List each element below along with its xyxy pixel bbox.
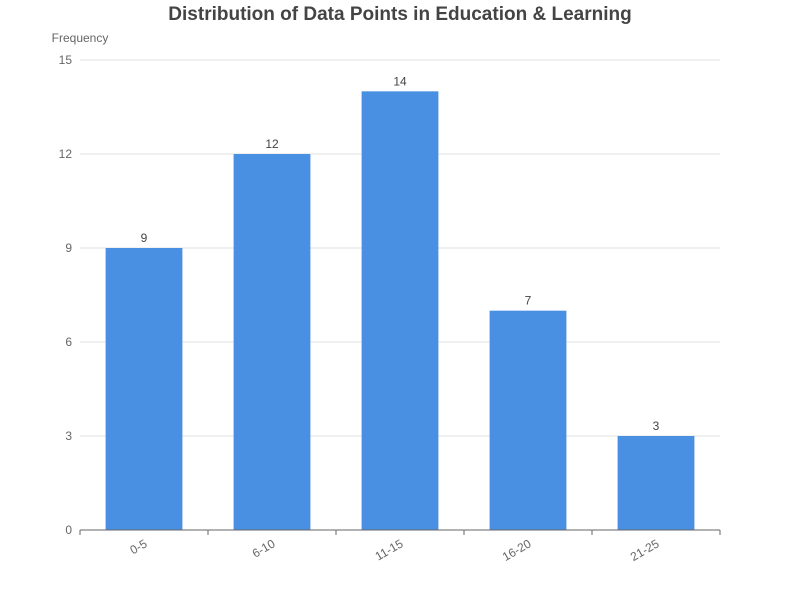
data-label: 14: [393, 74, 407, 88]
data-labels: 9 12 14 7 3: [141, 74, 660, 433]
y-tick-label: 6: [65, 335, 72, 349]
y-tick-label: 3: [65, 429, 72, 443]
bar-6-10[interactable]: [233, 154, 311, 530]
bars: [105, 91, 695, 530]
y-tick-label: 15: [59, 53, 73, 67]
x-tick-label: 21-25: [628, 536, 662, 564]
data-label: 3: [653, 419, 660, 433]
x-tick-label: 6-10: [250, 536, 278, 560]
data-label: 12: [265, 137, 279, 151]
data-label: 9: [141, 231, 148, 245]
x-tick-label: 11-15: [373, 536, 406, 563]
y-tick-label: 12: [59, 147, 73, 161]
bar-16-20[interactable]: [489, 310, 567, 530]
y-tick-label: 9: [65, 241, 72, 255]
x-tick-label: 16-20: [500, 536, 534, 564]
x-tick-label: 0-5: [127, 536, 149, 557]
bar-0-5[interactable]: [105, 248, 183, 530]
data-label: 7: [525, 294, 532, 308]
bar-11-15[interactable]: [361, 91, 439, 530]
y-tick-label: 0: [65, 523, 72, 537]
y-axis-title: Frequency: [52, 31, 109, 45]
bar-21-25[interactable]: [617, 436, 695, 530]
chart-title: Distribution of Data Points in Education…: [168, 4, 631, 25]
